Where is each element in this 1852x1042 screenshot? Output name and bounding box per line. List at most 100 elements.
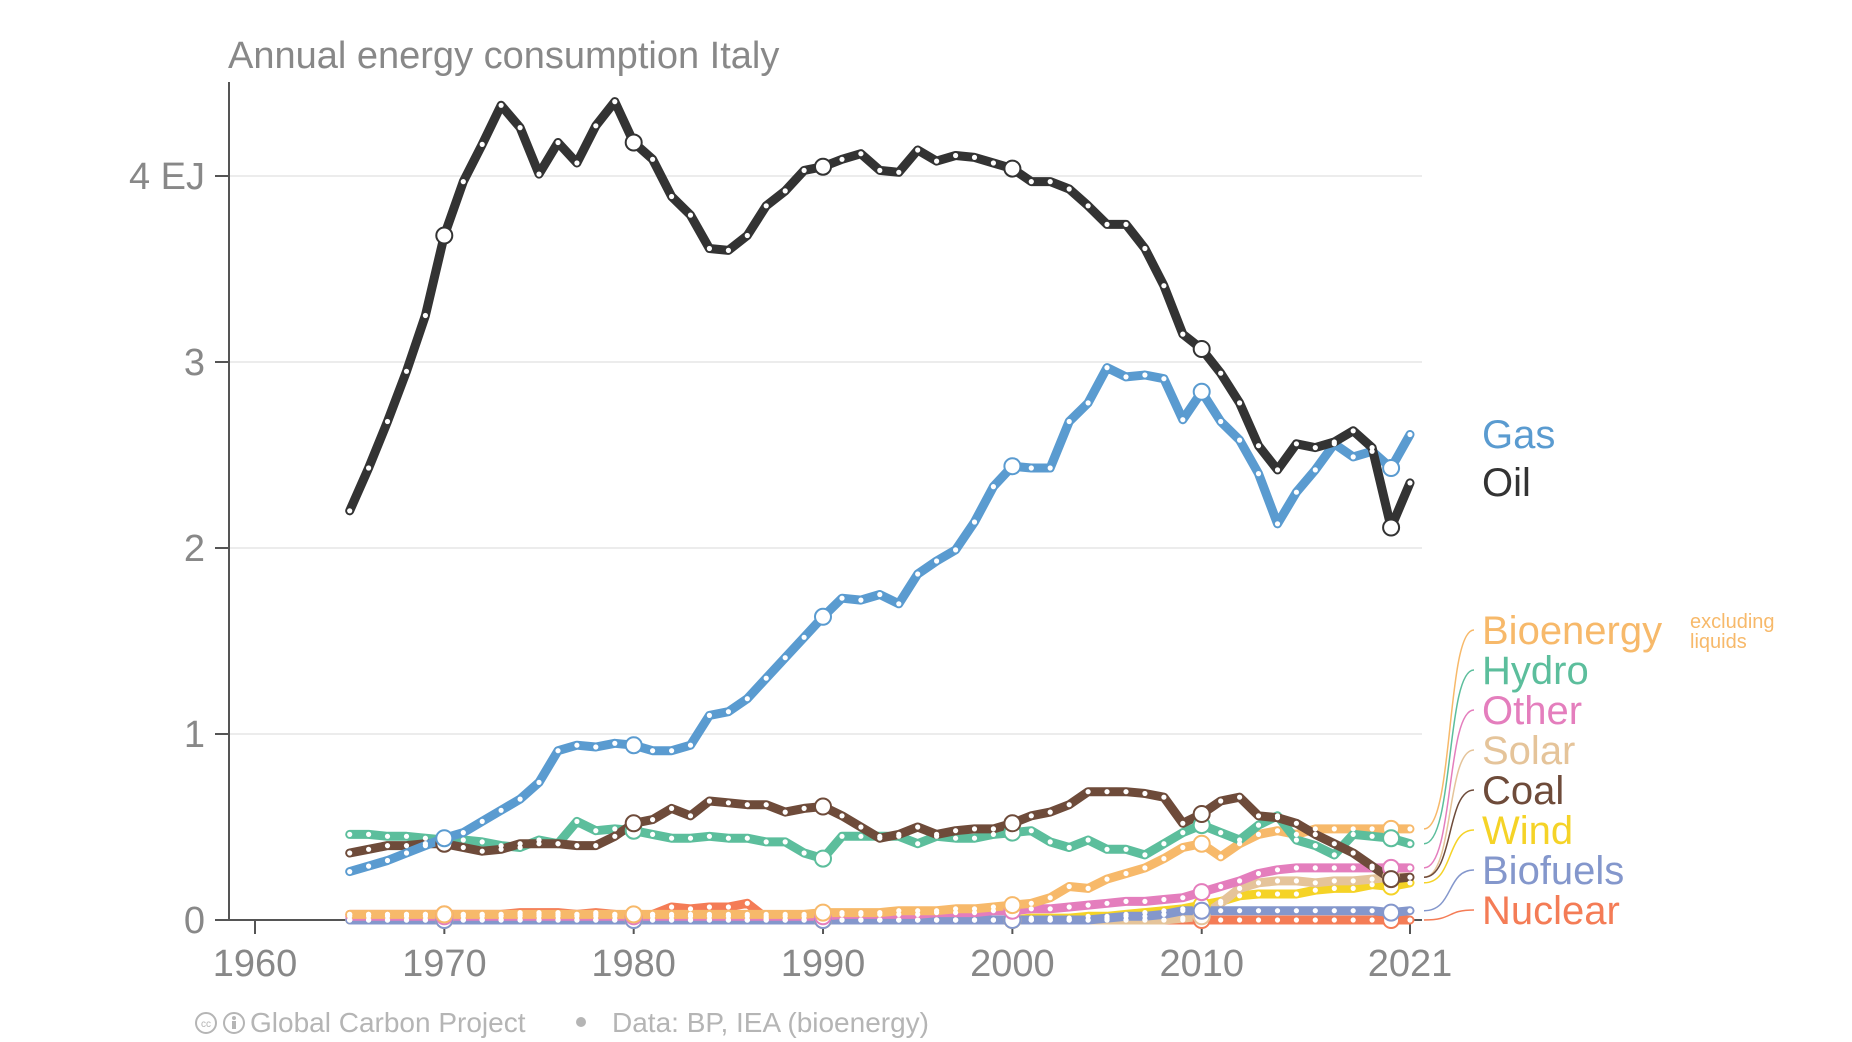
data-point-oil-2012 (1237, 400, 1243, 406)
data-point-coal-1990 (814, 797, 832, 816)
data-point-oil-2011 (1218, 370, 1224, 376)
data-point-oil-1970 (435, 226, 454, 245)
data-point-biofuels-1997 (953, 917, 959, 923)
series-label-solar: Solar (1482, 729, 1575, 773)
data-point-biofuels-2007 (1142, 913, 1148, 919)
data-point-biofuels-1986 (744, 917, 750, 923)
data-point-hydro-1969 (422, 835, 428, 841)
data-point-oil-1994 (896, 169, 902, 175)
data-point-bioenergy-1974 (517, 911, 523, 918)
data-point-gas-1967 (384, 857, 391, 864)
data-point-gas-2018 (1350, 454, 1356, 460)
data-point-solar-2006 (1123, 917, 1129, 923)
data-point-biofuels-2010 (1192, 901, 1211, 920)
data-point-gas-1983 (687, 742, 694, 748)
cc-license-icon: cc (195, 1012, 217, 1034)
data-point-oil-1993 (877, 167, 883, 173)
data-point-bioenergy-1990 (814, 903, 832, 922)
data-point-biofuels-2015 (1293, 908, 1299, 914)
data-point-coal-1968 (403, 843, 410, 849)
data-point-nuclear-2011 (1218, 917, 1224, 923)
data-point-coal-2008 (1161, 794, 1167, 800)
series-lines (345, 97, 1415, 925)
data-point-gas-1996 (934, 558, 940, 564)
data-point-wind-2007 (1142, 910, 1148, 916)
data-point-biofuels-2005 (1104, 915, 1110, 921)
data-point-gas-2020 (1382, 459, 1401, 477)
x-tick-label-2010: 2010 (1159, 943, 1244, 985)
data-point-other-1995 (915, 911, 921, 918)
data-point-nuclear-2016 (1312, 917, 1318, 923)
data-point-biofuels-2003 (1066, 917, 1072, 923)
data-point-oil-2001 (1028, 179, 1034, 185)
data-point-wind-2004 (1085, 913, 1091, 919)
data-point-biofuels-1977 (574, 917, 580, 923)
data-point-gas-2016 (1312, 467, 1318, 473)
data-point-coal-1977 (574, 843, 580, 849)
data-point-bioenergy-2006 (1123, 870, 1129, 877)
data-point-gas-2014 (1274, 521, 1281, 527)
data-point-bioenergy-1991 (839, 910, 845, 916)
data-point-hydro-1999 (990, 831, 997, 838)
data-point-gas-1976 (555, 748, 561, 754)
data-point-gas-2009 (1180, 417, 1186, 423)
x-tick-label-1980: 1980 (591, 943, 676, 985)
data-point-oil-1990 (814, 157, 832, 176)
data-point-coal-1984 (706, 798, 713, 804)
data-point-coal-1991 (839, 813, 845, 819)
data-point-gas-2013 (1255, 471, 1262, 477)
data-point-coal-1965 (347, 850, 353, 856)
data-point-oil-1996 (934, 158, 940, 164)
data-point-gas-1989 (801, 634, 807, 640)
data-point-other-1997 (953, 910, 959, 916)
data-point-oil-1967 (384, 418, 391, 425)
data-point-gas-1977 (574, 742, 580, 748)
data-point-oil-1975 (536, 171, 542, 177)
data-point-hydro-1988 (782, 839, 788, 845)
data-point-gas-2010 (1192, 382, 1211, 401)
series-label-wind: Wind (1482, 809, 1573, 853)
data-point-coal-2014 (1274, 815, 1281, 821)
data-point-bioenergy-1969 (422, 911, 428, 918)
data-point-gas-1992 (858, 597, 864, 603)
data-point-gas-2002 (1047, 465, 1053, 471)
data-point-hydro-1984 (706, 833, 713, 839)
data-point-biofuels-1996 (934, 917, 940, 923)
data-point-bioenergy-1979 (612, 911, 618, 918)
data-point-oil-1974 (517, 125, 523, 131)
data-point-coal-1999 (990, 826, 997, 832)
data-point-biofuels-2014 (1274, 908, 1281, 914)
data-point-gas-1984 (706, 712, 713, 719)
data-point-hydro-1977 (574, 818, 580, 825)
data-point-bioenergy-1982 (669, 911, 675, 918)
data-point-solar-2016 (1312, 880, 1318, 886)
data-point-oil-2000 (1003, 159, 1022, 178)
data-point-coal-2009 (1180, 820, 1186, 826)
data-point-other-2002 (1047, 906, 1053, 912)
data-point-gas-2021 (1407, 431, 1413, 438)
data-point-hydro-2005 (1104, 846, 1110, 852)
data-point-oil-2004 (1085, 203, 1091, 209)
data-point-biofuels-1987 (763, 917, 769, 923)
data-point-solar-2019 (1369, 876, 1375, 882)
data-point-gas-1971 (460, 830, 466, 836)
data-point-hydro-1975 (536, 837, 542, 843)
data-point-gas-1991 (839, 595, 845, 601)
data-point-coal-1981 (650, 817, 656, 823)
data-point-biofuels-1972 (479, 917, 485, 923)
data-point-gas-1995 (915, 571, 921, 577)
data-point-other-2004 (1085, 902, 1091, 908)
data-point-biofuels-1968 (403, 917, 410, 923)
data-point-bioenergy-2008 (1161, 856, 1167, 862)
series-label-bioenergy: Bioenergy (1482, 609, 1662, 653)
data-point-solar-2009 (1180, 915, 1186, 921)
data-point-hydro-2019 (1369, 833, 1375, 839)
data-point-coal-1988 (782, 809, 788, 815)
data-point-gas-2003 (1066, 418, 1072, 425)
data-point-gas-1974 (517, 796, 523, 802)
axes: 0 1 2 3 4 EJ 1960 1970 1980 1990 2000 2010 2021 (129, 82, 1452, 985)
data-point-hydro-1998 (971, 835, 978, 841)
data-point-solar-2015 (1293, 878, 1299, 884)
data-point-hydro-1967 (384, 833, 391, 839)
data-point-oil-1982 (669, 193, 675, 200)
